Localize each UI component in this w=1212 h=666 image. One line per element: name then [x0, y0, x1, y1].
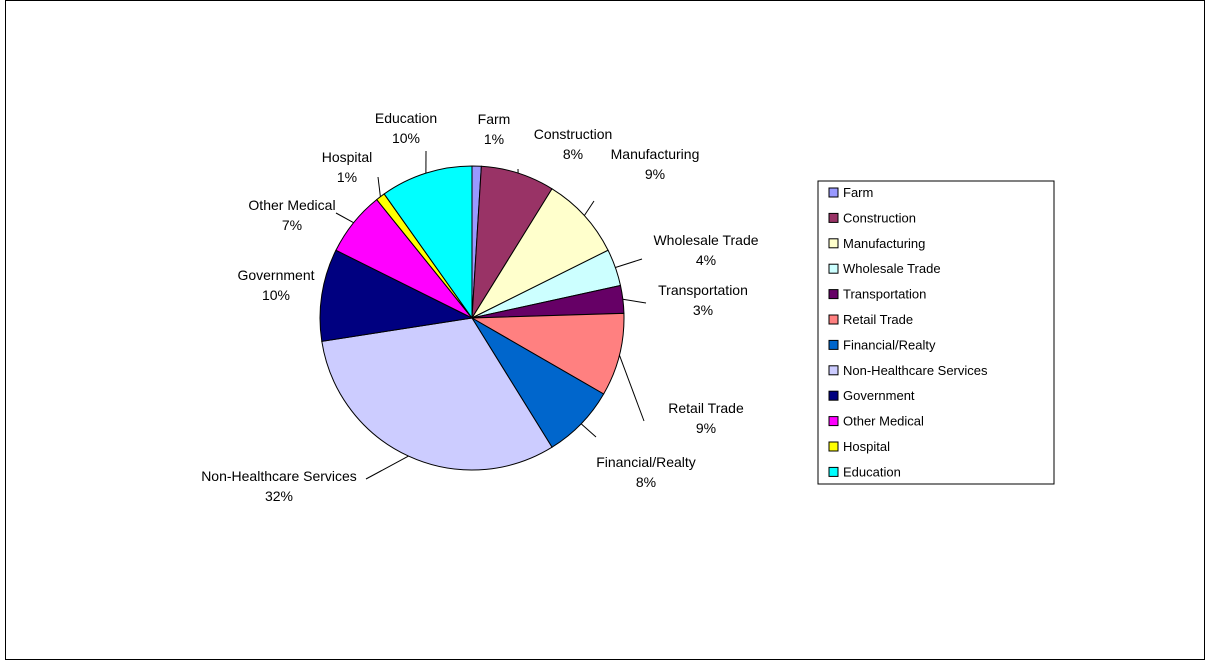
data-label-percent-financial-realty: 8%: [636, 474, 656, 490]
data-label-category-transportation: Transportation: [658, 282, 748, 298]
data-label-percent-wholesale-trade: 4%: [696, 252, 716, 268]
data-label-category-construction: Construction: [534, 126, 613, 142]
leader-hospital: [378, 177, 380, 197]
legend-label-other-medical: Other Medical: [843, 414, 924, 429]
legend-swatch-education: [829, 467, 838, 476]
legend-label-wholesale-trade: Wholesale Trade: [843, 261, 941, 276]
data-label-category-retail-trade: Retail Trade: [668, 400, 744, 416]
legend-swatch-farm: [829, 188, 838, 197]
legend-swatch-wholesale-trade: [829, 264, 838, 273]
legend-label-construction: Construction: [843, 210, 916, 225]
data-label-category-financial-realty: Financial/Realty: [596, 454, 696, 470]
leader-wholesale-trade: [615, 259, 642, 268]
legend-swatch-financial-realty: [829, 340, 838, 349]
leader-other-medical: [336, 213, 354, 223]
legend-swatch-other-medical: [829, 417, 838, 426]
leader-retail-trade: [619, 355, 644, 421]
legend-label-government: Government: [843, 388, 915, 403]
chart-area: Farm 1% Construction 8% Manufacturing 9% Whole…: [5, 0, 1205, 660]
data-label-percent-manufacturing: 9%: [645, 166, 665, 182]
legend-label-education: Education: [843, 464, 901, 479]
leader-financial-realty: [581, 424, 596, 437]
legend-swatch-government: [829, 391, 838, 400]
data-label-category-manufacturing: Manufacturing: [611, 146, 700, 162]
legend-swatch-transportation: [829, 290, 838, 299]
legend-swatch-retail-trade: [829, 315, 838, 324]
legend-swatch-hospital: [829, 442, 838, 451]
legend: Farm Construction Manufacturing Wholesale T…: [818, 181, 1054, 484]
legend-label-non-healthcare-services: Non-Healthcare Services: [843, 363, 988, 378]
legend-label-financial-realty: Financial/Realty: [843, 337, 936, 352]
legend-label-manufacturing: Manufacturing: [843, 236, 925, 251]
legend-label-retail-trade: Retail Trade: [843, 312, 913, 327]
pie-chart: Farm 1% Construction 8% Manufacturing 9% Whole…: [6, 1, 1206, 661]
legend-swatch-construction: [829, 213, 838, 222]
data-label-category-wholesale-trade: Wholesale Trade: [653, 232, 758, 248]
data-label-percent-farm: 1%: [484, 131, 504, 147]
data-label-category-education: Education: [375, 110, 437, 126]
data-label-category-non-healthcare-services: Non-Healthcare Services: [201, 468, 357, 484]
data-label-percent-transportation: 3%: [693, 302, 713, 318]
pie-slices: [320, 166, 624, 470]
legend-swatch-non-healthcare-services: [829, 366, 838, 375]
legend-label-farm: Farm: [843, 185, 873, 200]
leader-transportation: [623, 299, 646, 303]
leader-manufacturing: [584, 201, 594, 216]
legend-label-hospital: Hospital: [843, 439, 890, 454]
data-label-category-government: Government: [237, 267, 314, 283]
leader-non-healthcare-services: [366, 456, 409, 479]
data-label-category-farm: Farm: [478, 111, 511, 127]
data-label-percent-other-medical: 7%: [282, 217, 302, 233]
data-label-percent-non-healthcare-services: 32%: [265, 488, 293, 504]
legend-swatch-manufacturing: [829, 239, 838, 248]
data-label-category-hospital: Hospital: [322, 149, 373, 165]
data-label-percent-retail-trade: 9%: [696, 420, 716, 436]
data-label-percent-government: 10%: [262, 287, 290, 303]
data-label-category-other-medical: Other Medical: [248, 197, 335, 213]
legend-label-transportation: Transportation: [843, 287, 926, 302]
data-label-percent-education: 10%: [392, 130, 420, 146]
data-label-percent-hospital: 1%: [337, 169, 357, 185]
data-label-percent-construction: 8%: [563, 146, 583, 162]
